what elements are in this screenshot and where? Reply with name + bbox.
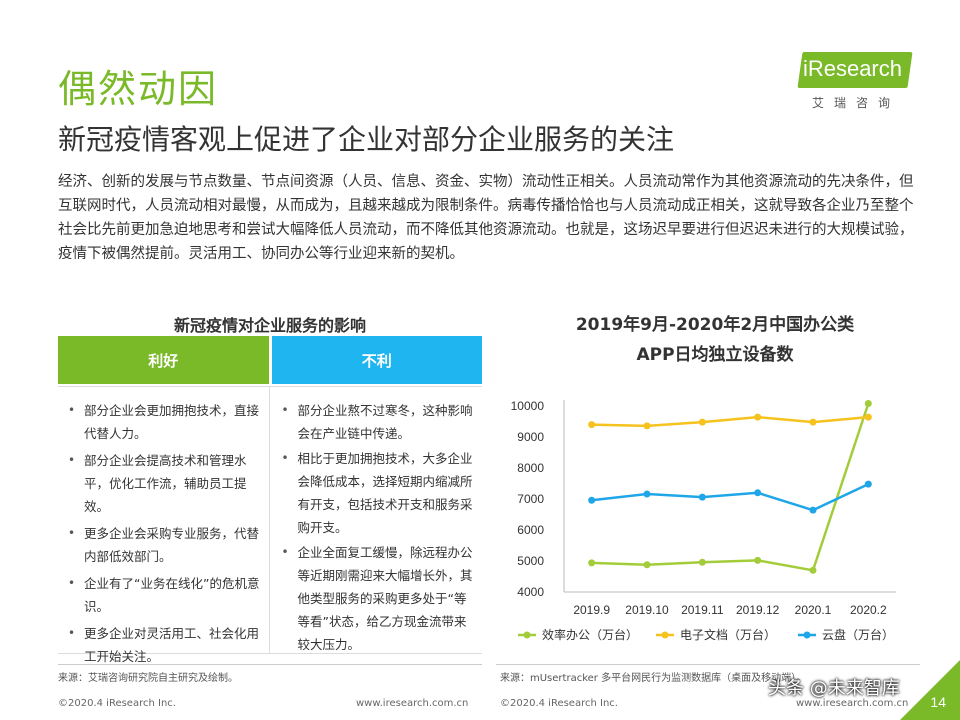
website-left[interactable]: www.iresearch.com.cn [356, 698, 469, 709]
page-title: 偶然动因 [58, 67, 219, 111]
copyright-right: ©2020.4 iResearch Inc. [500, 698, 618, 709]
y-tick-label: 6000 [517, 523, 544, 537]
bad-column: 部分企业熬不过寒冬，这种影响会在产业链中传递。 相比于更加拥抱技术，大多企业会降… [268, 387, 483, 656]
legend-swatch-dot [523, 631, 531, 639]
watermark-text: 头条 @未来智库 [768, 678, 900, 699]
series-point [698, 418, 706, 426]
series-line [591, 482, 869, 512]
logo-chinese-text: 艾瑞咨询 [811, 96, 900, 110]
series-point [809, 566, 817, 574]
series-point [754, 556, 762, 564]
series-point [864, 400, 872, 408]
good-item: 部分企业会更加拥抱技术，直接代替人力。 [66, 399, 263, 445]
chart-title-line1: 2019年9月-2020年2月中国办公类 [575, 315, 855, 335]
y-tick-label: 5000 [517, 554, 544, 568]
website-right[interactable]: www.iresearch.com.cn [796, 698, 909, 709]
good-item: 更多企业对灵活用工、社会化用工开始关注。 [66, 622, 263, 668]
series-point [754, 489, 762, 497]
copyright-left: ©2020.4 iResearch Inc. [58, 698, 176, 709]
source-note-left: 来源：艾瑞咨询研究院自主研究及绘制。 [58, 673, 238, 684]
series-point [864, 413, 872, 421]
impact-table-header: 利好 不利 [58, 336, 482, 384]
series-point [588, 421, 596, 429]
series-point [643, 422, 651, 430]
series-point [754, 413, 762, 421]
x-tick-label: 2019.9 [573, 603, 610, 617]
y-tick-label: 4000 [517, 585, 544, 599]
source-divider-right [496, 664, 920, 665]
series-point [588, 559, 596, 567]
y-tick-label: 8000 [517, 461, 544, 475]
legend-swatch-dot [661, 631, 669, 639]
bad-item: 部分企业熬不过寒冬，这种影响会在产业链中传递。 [280, 399, 477, 445]
page-subtitle: 新冠疫情客观上促进了企业对部分企业服务的关注 [58, 123, 675, 156]
bad-header: 不利 [271, 336, 482, 384]
logo-text: iResearch [802, 56, 902, 81]
impact-table-title: 新冠疫情对企业服务的影响 [173, 316, 366, 335]
series-point [698, 558, 706, 566]
good-column: 部分企业会更加拥抱技术，直接代替人力。 部分企业会提高技术和管理水平，优化工作流… [58, 387, 269, 664]
x-tick-label: 2019.12 [736, 603, 780, 617]
impact-table-body: 部分企业会更加拥抱技术，直接代替人力。 部分企业会提高技术和管理水平，优化工作流… [58, 386, 483, 664]
x-tick-label: 2019.10 [625, 603, 669, 617]
series-point [588, 496, 596, 504]
series-point [809, 506, 817, 514]
good-item: 部分企业会提高技术和管理水平，优化工作流，辅助员工提效。 [66, 449, 263, 518]
series-point [864, 480, 872, 488]
chart-title-line2: APP日均独立设备数 [636, 345, 794, 365]
bad-item: 企业全面复工缓慢，除远程办公等近期刚需迎来大幅增长外，其他类型服务的采购更多处于… [280, 541, 477, 656]
legend-label: 云盘（万台） [822, 627, 894, 642]
source-note-right: 来源：mUsertracker 多平台网民行为监测数据库（桌面及移动端）。 [500, 673, 807, 684]
y-tick-label: 9000 [517, 430, 544, 444]
source-divider-left [58, 664, 482, 665]
legend-label: 效率办公（万台） [542, 627, 638, 642]
intro-paragraph: 经济、创新的发展与节点数量、节点间资源（人员、信息、资金、实物）流动性正相关。人… [58, 174, 914, 262]
good-header: 利好 [58, 336, 269, 384]
legend-label: 电子文档（万台） [680, 627, 776, 642]
impact-table: 利好 不利 部分企业会更加拥抱技术，直接代替人力。 部分企业会提高技术和管理水平… [58, 336, 483, 664]
x-tick-label: 2020.1 [795, 603, 832, 617]
series-point [698, 493, 706, 501]
chart-title: 2019年9月-2020年2月中国办公类 APP日均独立设备数 [520, 310, 910, 370]
series-line [591, 415, 869, 428]
x-tick-label: 2020.2 [850, 603, 887, 617]
iresearch-logo: iResearch 艾瑞咨询 [790, 52, 913, 112]
legend-swatch-dot [803, 631, 811, 639]
y-tick-label: 7000 [517, 492, 544, 506]
bad-item: 相比于更加拥抱技术，大多企业会降低成本，选择短期内缩减所有开支，包括技术开支和服… [280, 447, 477, 539]
page-number: 14 [930, 694, 946, 710]
series-line [591, 403, 870, 572]
y-tick-label: 10000 [511, 399, 545, 413]
corner-triangle [900, 660, 960, 720]
good-item: 企业有了“业务在线化”的危机意识。 [66, 572, 263, 618]
device-count-line-chart: 10000 9000 8000 7000 6000 5000 4000 2019.9 2019.… [511, 399, 896, 642]
good-item: 更多企业会采购专业服务，代替内部低效部门。 [66, 522, 263, 568]
series-point [643, 490, 651, 498]
series-point [643, 561, 651, 569]
series-point [809, 418, 817, 426]
x-tick-label: 2019.11 [681, 603, 724, 617]
